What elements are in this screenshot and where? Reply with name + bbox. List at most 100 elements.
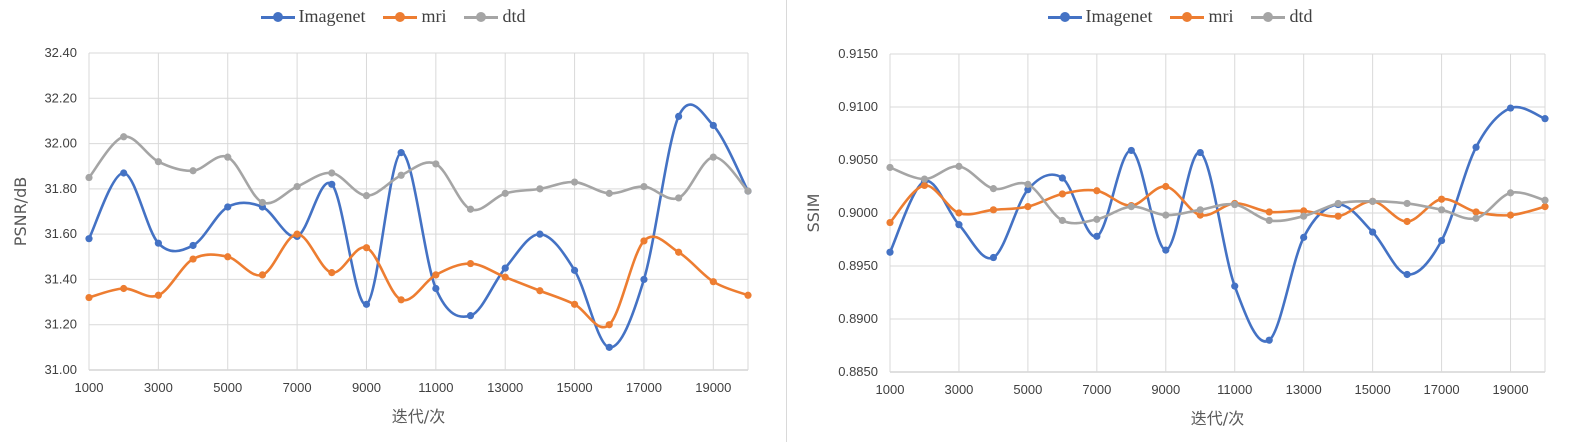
x-axis-title: 迭代/次 [392,407,445,426]
x-tick-label: 13000 [1286,382,1322,397]
y-tick-label: 31.80 [44,181,77,196]
legend-swatch-mri [1170,11,1205,23]
data-point-dtd [1437,206,1446,214]
data-point-dtd [1024,180,1032,188]
y-tick-label: 0.8850 [838,364,878,379]
x-tick-label: 19000 [1492,382,1528,397]
panel-divider [786,0,787,442]
legend-label-dtd: dtd [1289,6,1313,26]
data-point-imagenet [1369,228,1377,236]
data-point-mri [1403,217,1411,226]
data-point-dtd [1506,189,1515,197]
data-point-imagenet [1541,115,1549,123]
ssim-chart-panel: Imagenet mri dtd 0.8850 0.8900 0.8950 0.900… [786,0,1574,442]
data-point-imagenet [955,221,963,229]
data-point-dtd [189,167,197,175]
data-point-mri [1058,190,1066,198]
data-point-dtd [466,205,475,213]
data-point-dtd [432,160,440,168]
legend-swatch-dtd [1251,11,1286,23]
data-point-dtd [258,198,267,207]
data-point-mri [362,244,371,252]
data-point-dtd [224,153,232,161]
data-point-mri [920,181,929,190]
data-point-dtd [1369,197,1377,205]
data-point-dtd [362,192,371,200]
data-point-mri [744,291,752,299]
data-point-dtd [955,162,963,170]
series-line-mri [88,232,749,329]
data-point-dtd [397,171,405,179]
data-point-dtd [1403,199,1411,208]
data-point-imagenet [989,253,998,262]
data-point-dtd [1334,199,1342,208]
legend-item-dtd: dtd [464,6,525,27]
data-point-imagenet [120,169,128,177]
x-tick-label: 1000 [876,382,905,397]
data-point-mri [675,248,683,256]
x-axis-title: 迭代/次 [1191,409,1244,428]
data-point-imagenet [1127,146,1135,155]
y-tick-label: 31.60 [44,226,77,241]
x-tick-label: 5000 [213,380,242,395]
x-tick-label: 17000 [1424,382,1460,397]
data-point-imagenet [536,230,544,238]
data-point-dtd [1058,216,1066,225]
data-point-imagenet [1300,233,1308,241]
data-point-dtd [120,133,128,141]
psnr-chart-svg: 31.00 31.20 31.40 31.60 31.80 32.00 32.20 32.40… [11,45,752,426]
data-point-dtd [709,153,717,161]
data-point-mri [1196,211,1204,219]
data-point-imagenet [1093,232,1101,240]
data-point-dtd [570,178,579,186]
data-point-imagenet [709,121,717,130]
legend-label-imagenet: Imagenet [1085,6,1153,26]
data-point-imagenet [1472,143,1480,151]
series-line-imagenet [888,105,1546,343]
chart-legend: Imagenet mri dtd [786,6,1574,27]
legend-label-mri: mri [1208,6,1234,26]
legend-swatch-imagenet [260,11,295,23]
data-point-imagenet [1265,336,1273,344]
x-tick-label: 5000 [1013,382,1042,397]
x-tick-label: 11000 [418,380,453,395]
data-point-imagenet [640,275,648,284]
data-point-imagenet [1403,270,1411,279]
data-point-dtd [154,158,162,166]
x-tick-label: 11000 [1217,382,1252,397]
y-tick-label: 32.40 [44,45,77,60]
data-point-dtd [1231,200,1239,209]
data-point-mri [989,206,998,214]
y-tick-label: 0.9000 [838,205,878,220]
data-point-mri [1472,208,1480,216]
x-tick-label: 3000 [144,380,173,395]
ssim-chart-svg: 0.8850 0.8900 0.8950 0.9000 0.9050 0.9100 0.91… [804,46,1549,428]
data-point-dtd [640,182,648,191]
data-point-imagenet [605,343,613,351]
y-tick-label: 0.9150 [838,46,878,61]
data-point-imagenet [154,239,162,247]
x-tick-label: 7000 [283,380,312,395]
data-point-mri [328,269,336,277]
data-point-dtd [501,189,509,197]
data-point-dtd [1265,216,1273,225]
data-point-dtd [675,194,683,202]
data-point-mri [154,291,162,299]
x-tick-label: 19000 [695,380,731,395]
x-tick-label: 3000 [944,382,973,397]
data-point-imagenet [1231,282,1239,290]
data-point-imagenet [886,248,894,256]
data-point-imagenet [224,203,232,211]
y-tick-label: 0.9050 [838,152,878,167]
data-point-mri [1334,212,1342,220]
data-point-dtd [744,187,752,195]
psnr-chart-panel: Imagenet mri dtd 31.00 31.20 31.40 31.60 31.… [0,0,786,442]
data-point-imagenet [85,235,93,243]
series-line-dtd [87,135,749,212]
legend-label-dtd: dtd [502,6,526,26]
data-point-mri [85,293,93,302]
x-tick-label: 15000 [557,380,593,395]
x-tick-label: 13000 [487,380,523,395]
legend-label-imagenet: Imagenet [298,6,366,26]
data-point-dtd [536,185,544,193]
